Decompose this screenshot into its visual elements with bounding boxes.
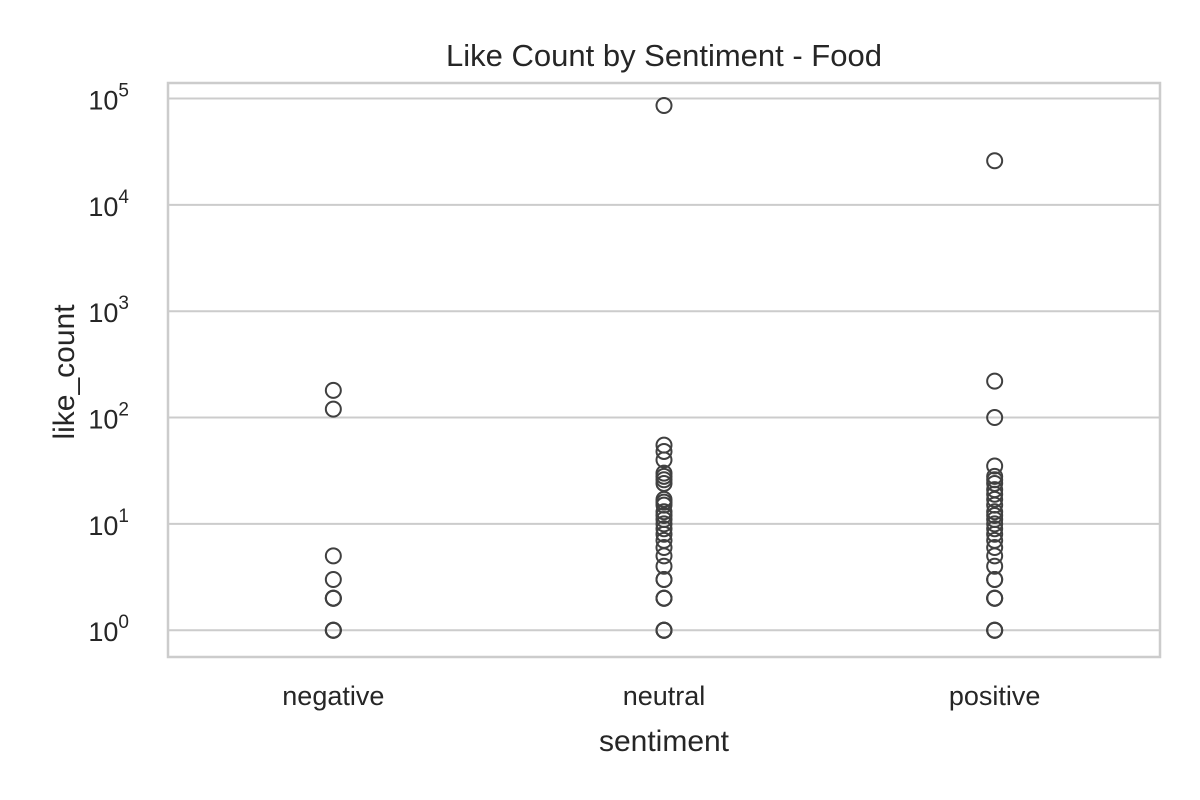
y-tick-exponent: 0 bbox=[118, 612, 129, 633]
data-point-neutral bbox=[655, 464, 673, 482]
x-axis-label: sentiment bbox=[599, 725, 730, 758]
points-layer bbox=[324, 97, 1004, 639]
data-point-positive bbox=[986, 557, 1004, 575]
data-point-neutral bbox=[655, 515, 673, 533]
data-point-neutral bbox=[655, 621, 673, 639]
data-point-negative bbox=[324, 621, 342, 639]
data-point-neutral bbox=[655, 589, 673, 607]
data-point-neutral bbox=[655, 97, 673, 115]
y-tick-base: 10 bbox=[88, 617, 118, 647]
y-tick-label: 100 bbox=[88, 612, 129, 647]
chart-title: Like Count by Sentiment - Food bbox=[446, 38, 882, 73]
y-tick-base: 10 bbox=[88, 298, 118, 328]
plot-frame bbox=[166, 81, 1162, 659]
data-point-neutral bbox=[655, 538, 673, 556]
data-point-positive bbox=[986, 152, 1004, 170]
data-point-negative bbox=[324, 589, 342, 607]
data-point-positive bbox=[986, 467, 1004, 485]
data-point-positive bbox=[986, 372, 1004, 390]
y-tick-exponent: 5 bbox=[118, 81, 129, 102]
data-point-positive bbox=[986, 503, 1004, 521]
data-point-neutral bbox=[655, 442, 673, 460]
y-tick-label: 104 bbox=[88, 187, 129, 222]
y-tick-exponent: 1 bbox=[118, 506, 129, 527]
y-tick-base: 10 bbox=[88, 405, 118, 435]
data-point-neutral bbox=[655, 503, 673, 521]
data-point-positive bbox=[986, 589, 1004, 607]
data-point-negative bbox=[324, 381, 342, 399]
data-point-positive bbox=[986, 531, 1004, 549]
data-point-positive bbox=[986, 621, 1004, 639]
data-point-neutral bbox=[655, 520, 673, 538]
data-point-neutral bbox=[655, 531, 673, 549]
x-tick-label-positive: positive bbox=[949, 681, 1041, 711]
data-point-neutral bbox=[655, 557, 673, 575]
data-point-positive bbox=[986, 570, 1004, 588]
x-tick-labels: negative neutral positive bbox=[282, 681, 1040, 711]
data-point-positive bbox=[986, 515, 1004, 533]
data-point-positive bbox=[986, 409, 1004, 427]
data-point-negative bbox=[324, 400, 342, 418]
y-tick-base: 10 bbox=[88, 192, 118, 222]
data-point-neutral bbox=[655, 570, 673, 588]
y-tick-base: 10 bbox=[88, 86, 118, 116]
y-tick-exponent: 3 bbox=[118, 293, 129, 314]
x-tick-label-neutral: neutral bbox=[623, 681, 706, 711]
grid-layer bbox=[168, 97, 1160, 632]
data-point-negative bbox=[324, 547, 342, 565]
data-point-negative bbox=[324, 570, 342, 588]
y-tick-label: 102 bbox=[88, 400, 129, 435]
data-point-positive bbox=[986, 538, 1004, 556]
y-tick-label: 105 bbox=[88, 81, 129, 116]
y-tick-label: 101 bbox=[88, 506, 129, 541]
x-tick-label-negative: negative bbox=[282, 681, 384, 711]
y-tick-base: 10 bbox=[88, 511, 118, 541]
data-point-positive bbox=[986, 481, 1004, 499]
data-point-positive bbox=[986, 520, 1004, 538]
data-point-neutral bbox=[655, 436, 673, 454]
y-tick-exponent: 4 bbox=[118, 187, 129, 208]
y-tick-exponent: 2 bbox=[118, 400, 129, 421]
y-axis-label: like_count bbox=[48, 304, 81, 440]
y-tick-label: 103 bbox=[88, 293, 129, 328]
data-point-positive bbox=[986, 457, 1004, 475]
